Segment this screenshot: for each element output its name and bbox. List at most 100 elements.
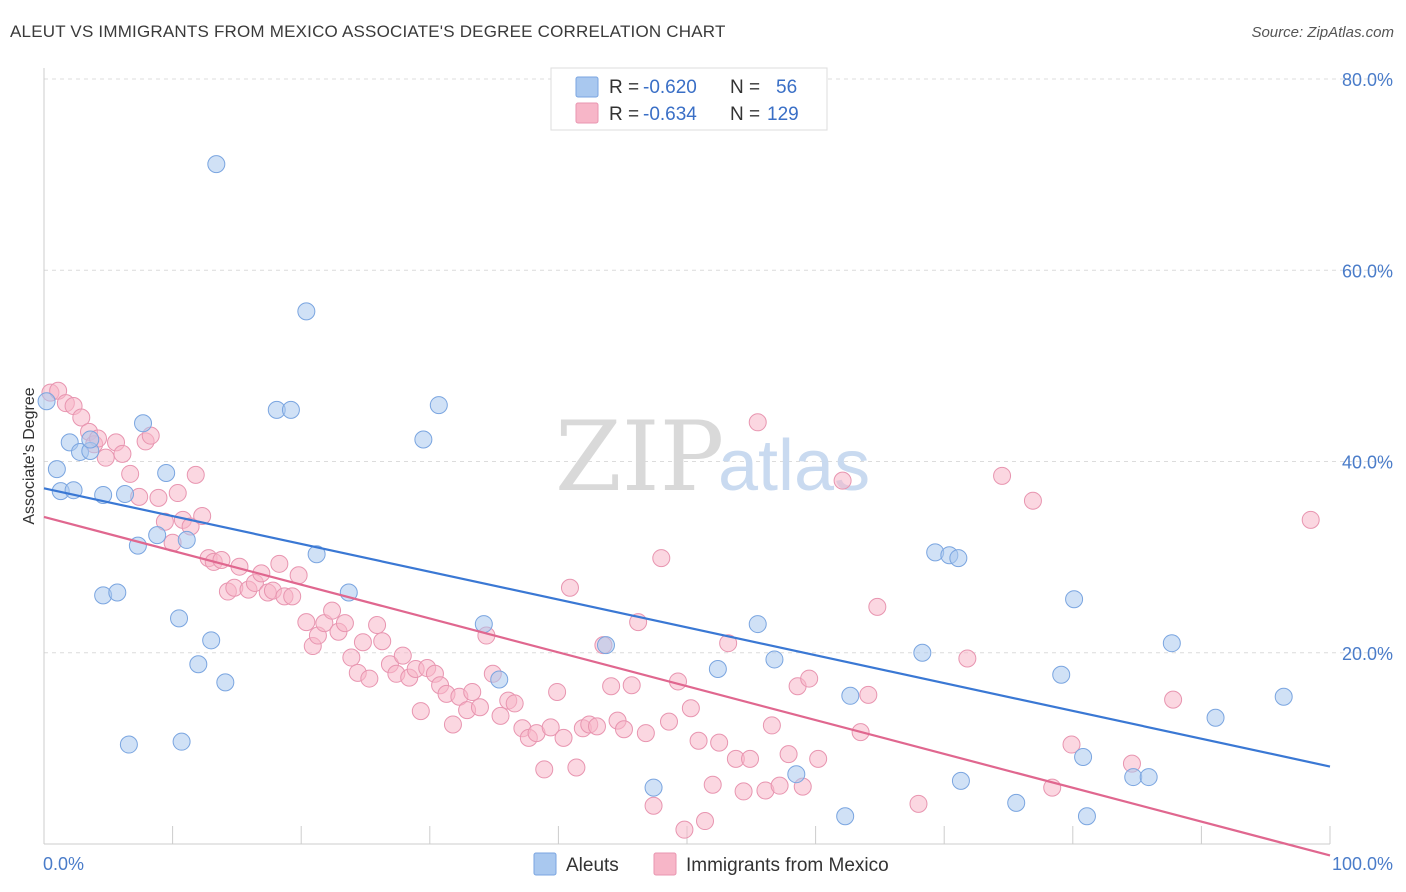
trend-lines [43,487,1331,857]
source-credit: Source: ZipAtlas.com [1251,24,1394,41]
data-point [622,676,641,695]
data-point [535,760,554,779]
x-tick-label-min: 0.0% [43,854,84,874]
data-point [297,302,316,321]
data-point [155,512,174,531]
bottom-legend-label-aleuts: Aleuts [566,855,619,876]
watermark: ZIP atlas [555,401,870,513]
data-point [414,430,433,449]
data-point [148,526,167,545]
data-point [596,636,615,655]
data-point [353,633,372,652]
data-point [113,444,132,463]
trend-line [43,515,1331,857]
data-point [72,408,91,427]
y-tick-label: 60.0% [1342,261,1393,281]
data-point [490,670,509,689]
data-point [770,776,789,795]
data-point [108,583,127,602]
data-point [958,649,977,668]
data-point [121,464,140,483]
data-point [560,578,579,597]
y-tick-labels: 20.0% 40.0% 60.0% 80.0% [1342,70,1393,664]
data-point [189,655,208,674]
data-point [116,485,135,504]
data-point [859,685,878,704]
data-point [659,712,678,731]
data-point [909,794,928,813]
data-point [800,669,819,688]
data-point [96,448,115,467]
data-point [360,669,379,688]
data-point [644,796,663,815]
data-point [186,465,205,484]
legend-n-label: N = [730,77,760,98]
data-point [505,694,524,713]
data-point [81,430,100,449]
data-point [681,699,700,718]
data-point [1162,634,1181,653]
data-point [1062,735,1081,754]
data-point [949,549,968,568]
data-point [567,758,586,777]
data-point [1074,747,1093,766]
data-point [741,749,760,768]
data-point [675,820,694,839]
correlation-legend: R = -0.620 N = 56 R = -0.634 N = 129 [550,67,828,131]
data-point [177,530,196,549]
data-point [836,807,855,826]
legend-swatch-aleuts [575,76,599,98]
bottom-legend-swatch-mexico [653,852,677,876]
data-point [283,587,302,606]
data-point [1124,768,1143,787]
data-point [710,733,729,752]
data-point [602,677,621,696]
data-point [1007,793,1026,812]
data-point [719,634,738,653]
data-point [779,745,798,764]
data-point [491,706,510,725]
data-point [734,782,753,801]
data-point [1164,690,1183,709]
legend-r-value: -0.634 [643,104,697,125]
data-point [762,716,781,735]
data-point [168,484,187,503]
legend-swatch-mexico [575,102,599,124]
data-point [170,609,189,628]
data-point [172,732,191,751]
data-point [765,650,784,669]
legend-r-value: -0.620 [643,77,697,98]
data-point [307,545,326,564]
data-point [470,698,489,717]
chart-title: ALEUT VS IMMIGRANTS FROM MEXICO ASSOCIAT… [10,22,726,41]
data-point [644,778,663,797]
data-point [787,765,806,784]
data-point [443,715,462,734]
data-point [1274,687,1293,706]
series-aleuts [37,155,1293,826]
data-point [809,749,828,768]
data-point [297,613,316,632]
data-point [37,392,56,411]
data-point [708,660,727,679]
data-point [1301,510,1320,529]
data-point [614,720,633,739]
data-point [202,631,221,650]
data-point [689,731,708,750]
data-point [207,155,226,174]
data-point [748,413,767,432]
data-point [1065,590,1084,609]
data-point [149,488,168,507]
y-tick-label: 20.0% [1342,644,1393,664]
data-point [373,632,392,651]
data-point [951,771,970,790]
data-point [1139,768,1158,787]
data-point [1023,491,1042,510]
trend-line [43,487,1331,768]
y-tick-label: 80.0% [1342,70,1393,90]
x-tick-label-max: 100.0% [1332,854,1393,874]
data-point [1077,807,1096,826]
data-point [342,648,361,667]
data-point [1206,708,1225,727]
